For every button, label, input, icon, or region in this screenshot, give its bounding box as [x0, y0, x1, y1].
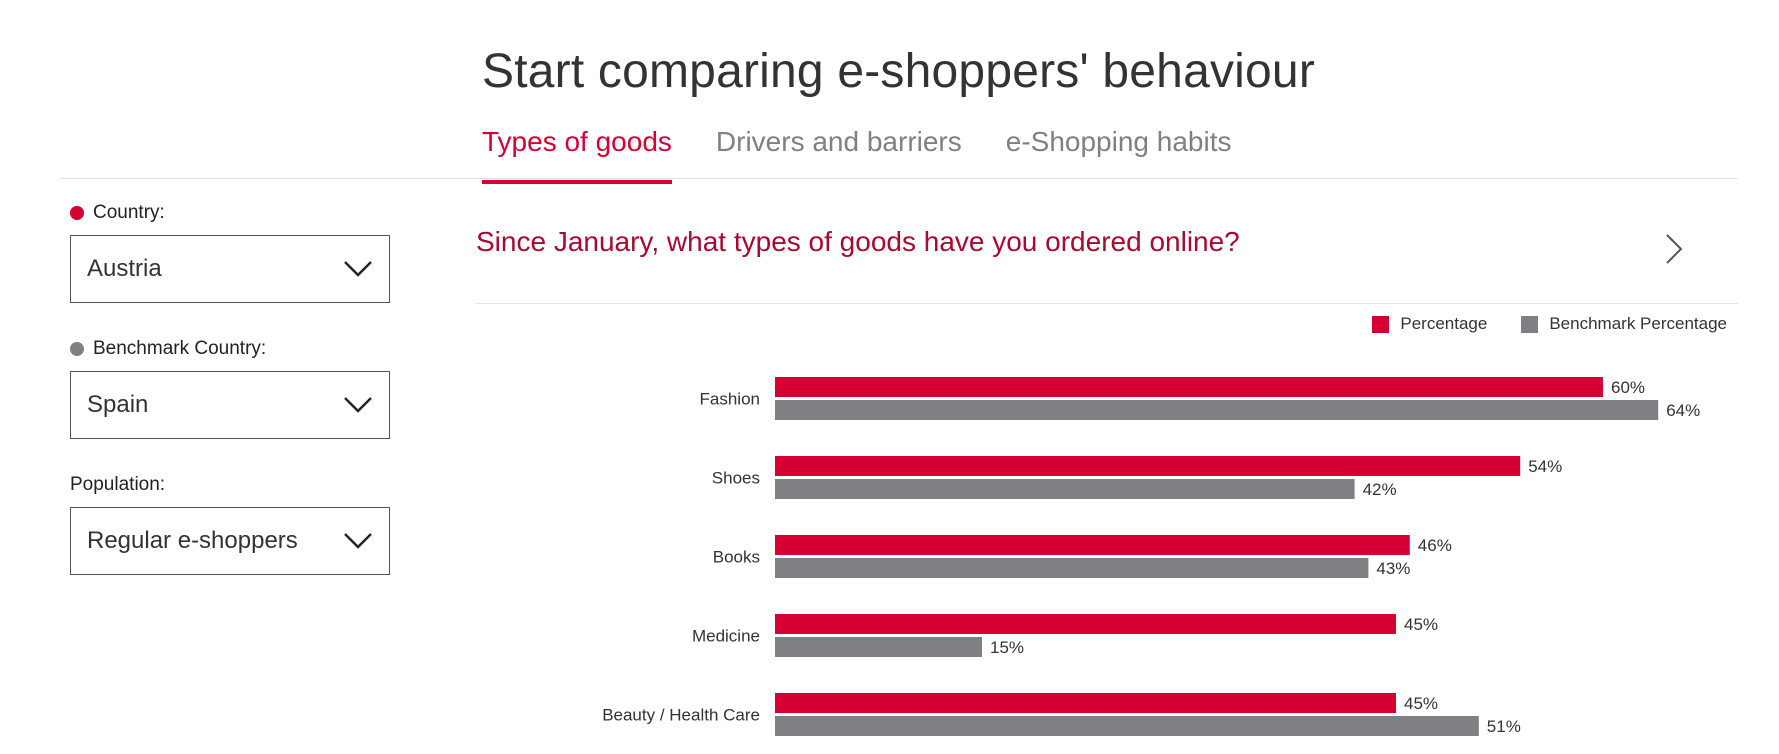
bar-percentage-shoes — [775, 456, 1521, 476]
bar-percentage-beauty-health-care — [775, 693, 1396, 713]
chart-legend: Percentage Benchmark Percentage — [1338, 314, 1727, 334]
country-dot-icon — [70, 206, 84, 220]
benchmark-dot-icon — [70, 342, 84, 356]
category-label-medicine: Medicine — [692, 627, 760, 646]
value-label-percentage-beauty-health-care: 45% — [1404, 694, 1438, 713]
bar-benchmark-fashion — [775, 400, 1659, 420]
bar-percentage-books — [775, 535, 1410, 555]
chevron-down-icon — [344, 397, 372, 413]
country-label-text: Country: — [93, 202, 165, 223]
country-dropdown-value: Austria — [87, 255, 162, 282]
legend-item-percentage[interactable]: Percentage — [1372, 314, 1487, 334]
question-row: Since January, what types of goods have … — [476, 196, 1738, 304]
country-label: Country: — [70, 200, 390, 226]
value-label-percentage-fashion: 60% — [1611, 378, 1645, 397]
benchmark-country-label: Benchmark Country: — [70, 336, 390, 362]
category-label-beauty-health-care: Beauty / Health Care — [602, 706, 760, 725]
bar-percentage-fashion — [775, 377, 1603, 397]
value-label-benchmark-fashion: 64% — [1666, 401, 1700, 420]
value-label-percentage-medicine: 45% — [1404, 615, 1438, 634]
tab-types-of-goods[interactable]: Types of goods — [482, 122, 672, 184]
population-label-text: Population: — [70, 474, 166, 495]
population-dropdown-value: Regular e-shoppers — [87, 527, 298, 554]
value-label-benchmark-medicine: 15% — [990, 638, 1024, 657]
chevron-down-icon — [344, 261, 372, 277]
bar-benchmark-shoes — [775, 479, 1355, 499]
legend-label-benchmark: Benchmark Percentage — [1549, 314, 1727, 333]
question-text: Since January, what types of goods have … — [476, 226, 1240, 257]
tab-bar: Types of goods Drivers and barriers e-Sh… — [482, 122, 1276, 184]
chevron-down-icon — [344, 533, 372, 549]
legend-item-benchmark[interactable]: Benchmark Percentage — [1521, 314, 1727, 334]
category-label-books: Books — [713, 548, 760, 567]
benchmark-dropdown-value: Spain — [87, 391, 149, 418]
value-label-benchmark-beauty-health-care: 51% — [1487, 717, 1521, 736]
legend-label-percentage: Percentage — [1400, 314, 1488, 333]
value-label-benchmark-shoes: 42% — [1363, 480, 1397, 499]
tab-drivers-and-barriers[interactable]: Drivers and barriers — [715, 126, 962, 157]
filter-panel: Country: Austria Benchmark Country: Spai… — [70, 200, 390, 608]
country-dropdown[interactable]: Austria — [70, 235, 390, 303]
tab-divider — [60, 178, 1738, 179]
tab-e-shopping-habits[interactable]: e-Shopping habits — [1005, 126, 1232, 157]
legend-swatch-benchmark — [1521, 315, 1539, 333]
value-label-benchmark-books: 43% — [1376, 559, 1410, 578]
population-label: Population: — [70, 472, 390, 498]
category-label-fashion: Fashion — [700, 390, 760, 409]
page-title: Start comparing e-shoppers' behaviour — [482, 45, 1316, 98]
bar-percentage-medicine — [775, 614, 1396, 634]
value-label-percentage-shoes: 54% — [1528, 457, 1562, 476]
bar-benchmark-medicine — [775, 637, 982, 657]
benchmark-country-dropdown[interactable]: Spain — [70, 371, 390, 439]
bar-benchmark-beauty-health-care — [775, 716, 1479, 736]
population-dropdown[interactable]: Regular e-shoppers — [70, 507, 390, 575]
legend-swatch-percentage — [1372, 315, 1390, 333]
benchmark-label-text: Benchmark Country: — [93, 338, 267, 359]
category-label-shoes: Shoes — [712, 469, 760, 488]
bar-benchmark-books — [775, 558, 1369, 578]
chevron-right-icon[interactable] — [1662, 232, 1688, 266]
value-label-percentage-books: 46% — [1418, 536, 1452, 555]
